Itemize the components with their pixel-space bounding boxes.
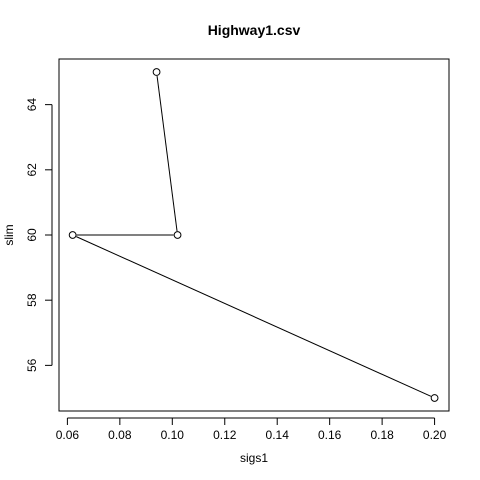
series-layer <box>68 68 439 402</box>
x-tick-label: 0.06 <box>56 428 80 442</box>
x-axis-label: sigs1 <box>240 451 268 465</box>
x-tick-label: 0.14 <box>266 428 290 442</box>
x-tick-label: 0.18 <box>370 428 394 442</box>
x-tick-label: 0.10 <box>161 428 185 442</box>
data-point <box>173 231 182 239</box>
data-point <box>152 68 161 76</box>
series-line-segment <box>156 75 178 232</box>
y-tick-label: 62 <box>25 163 39 177</box>
series-line-segment <box>76 236 432 397</box>
x-tick-label: 0.20 <box>423 428 447 442</box>
x-axis: 0.06 0.08 0.10 0.12 0.14 0.16 0.18 0.20 <box>56 417 447 442</box>
y-tick-label: 56 <box>25 358 39 372</box>
x-tick-label: 0.16 <box>318 428 342 442</box>
chart-title: Highway1.csv <box>208 22 301 38</box>
y-axis: 56 58 60 62 64 <box>25 98 53 372</box>
x-tick-label: 0.08 <box>108 428 132 442</box>
x-tick-label: 0.12 <box>213 428 237 442</box>
y-axis-label: slim <box>2 224 16 245</box>
y-tick-label: 64 <box>25 98 39 112</box>
plot-frame <box>58 58 450 412</box>
y-tick-label: 60 <box>25 228 39 242</box>
data-point <box>430 394 439 402</box>
y-tick-label: 58 <box>25 293 39 307</box>
data-point <box>68 231 77 239</box>
